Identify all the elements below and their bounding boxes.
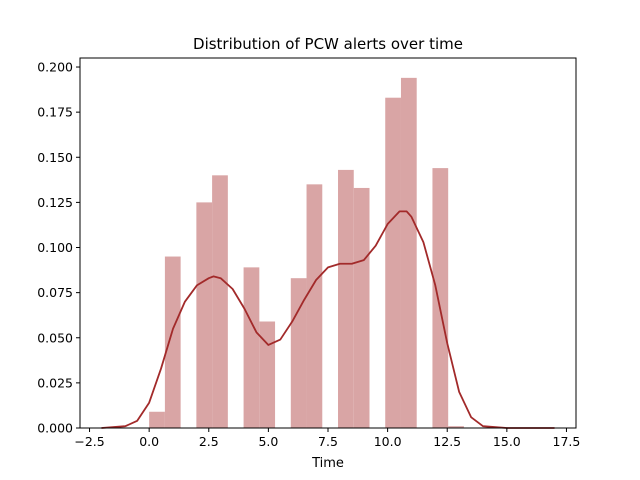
kde-curve bbox=[101, 210, 555, 429]
x-tick-label: 12.5 bbox=[433, 434, 461, 449]
x-tick-label: 5.0 bbox=[258, 434, 278, 449]
kde-curve-group bbox=[101, 210, 555, 429]
histogram-bar-7 bbox=[306, 184, 323, 428]
histogram-bar-11 bbox=[400, 77, 417, 428]
x-axis-label: Time bbox=[311, 456, 344, 471]
histogram-bar-5 bbox=[259, 321, 276, 428]
y-tick-label: 0.200 bbox=[37, 60, 73, 75]
x-tick-label: 10.0 bbox=[374, 434, 402, 449]
histogram-bar-4 bbox=[243, 267, 260, 428]
y-tick-label: 0.000 bbox=[37, 421, 73, 436]
x-tick-label: 7.5 bbox=[318, 434, 338, 449]
histogram-bar-1 bbox=[164, 256, 181, 428]
x-tick-label: 0.0 bbox=[139, 434, 159, 449]
histogram-bar-13 bbox=[448, 426, 464, 428]
y-tick-label: 0.125 bbox=[37, 195, 73, 210]
y-tick-label: 0.025 bbox=[37, 375, 73, 390]
histogram-bar-12 bbox=[432, 168, 449, 428]
histogram-bar-2 bbox=[196, 202, 213, 428]
histogram-bar-0 bbox=[149, 411, 165, 428]
y-tick-label: 0.175 bbox=[37, 105, 73, 120]
y-axis-ticks: 0.000 0.025 0.050 0.075 0.100 0.125 0.150 0.175… bbox=[37, 60, 80, 436]
y-tick-label: 0.150 bbox=[37, 150, 73, 165]
y-tick-label: 0.075 bbox=[37, 285, 73, 300]
chart-title: Distribution of PCW alerts over time bbox=[193, 35, 463, 53]
histogram-bars bbox=[149, 77, 464, 429]
histogram-bar-3 bbox=[212, 175, 228, 428]
y-tick-label: 0.100 bbox=[37, 240, 73, 255]
histogram-bar-10 bbox=[385, 97, 401, 429]
y-tick-label: 0.050 bbox=[37, 330, 73, 345]
x-tick-label: 17.5 bbox=[553, 434, 581, 449]
x-axis-ticks: −2.5 0.0 2.5 5.0 7.5 10.0 12.5 15.0 17.5 bbox=[74, 428, 580, 449]
histogram-bar-8 bbox=[338, 169, 354, 428]
plot-frame bbox=[79, 57, 577, 429]
x-tick-label: 15.0 bbox=[493, 434, 521, 449]
x-tick-label: 2.5 bbox=[199, 434, 219, 449]
x-tick-label: −2.5 bbox=[74, 434, 104, 449]
histogram-bar-9 bbox=[353, 187, 370, 428]
